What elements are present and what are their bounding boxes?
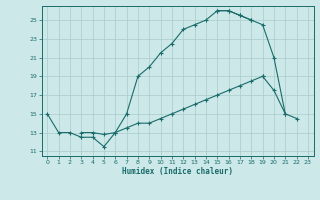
X-axis label: Humidex (Indice chaleur): Humidex (Indice chaleur) (122, 167, 233, 176)
